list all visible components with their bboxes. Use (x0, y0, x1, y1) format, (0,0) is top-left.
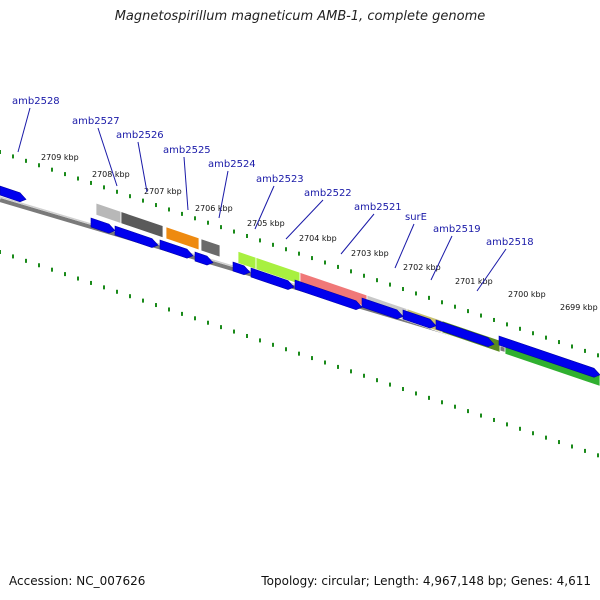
gene-arrow (114, 225, 159, 248)
gene-label: amb2525 (163, 145, 211, 156)
gene-label-connector (17, 107, 31, 153)
gene-label-connector (183, 156, 189, 211)
kbp-label: 2705 kbp (247, 219, 285, 228)
gene-label: amb2524 (208, 159, 256, 170)
kbp-label: 2704 kbp (299, 234, 337, 243)
gene-label-connector (476, 248, 507, 292)
gene-arrow (250, 267, 295, 290)
genome-summary-text: Topology: circular; Length: 4,967,148 bp… (261, 574, 591, 588)
gene-arrows (0, 185, 600, 378)
ortholog-block (200, 238, 221, 258)
map-title: Magnetospirillum magneticum AMB-1, compl… (114, 9, 486, 24)
kbp-label: 2709 kbp (41, 153, 79, 162)
ortholog-block (120, 210, 164, 239)
gene-label: amb2519 (433, 224, 481, 235)
gene-label-connector (430, 235, 453, 281)
gene-arrow (0, 185, 27, 203)
accession-text: Accession: NC_007626 (9, 574, 146, 588)
gene-label: amb2527 (72, 116, 120, 127)
gene-label-connector (218, 170, 229, 219)
kbp-label: 2701 kbp (455, 277, 493, 286)
gene-label-connector (254, 185, 275, 230)
gene-arrow (159, 239, 194, 259)
gene-arrow (232, 261, 251, 276)
kbp-labels: 2709 kbp 2708 kbp 2707 kbp 2706 kbp 2705 kbp… (41, 153, 598, 312)
ortholog-block (95, 202, 122, 225)
outer-tick-track (0, 150, 599, 358)
gene-label-connector (137, 141, 148, 193)
kbp-label: 2699 kbp (560, 303, 598, 312)
gene-arrow (435, 319, 495, 348)
gene-label-connector (285, 199, 324, 240)
gene-label-connector (97, 127, 118, 187)
kbp-label: 2700 kbp (508, 290, 546, 299)
gene-label: amb2518 (486, 237, 534, 248)
inner-tick-track (0, 250, 599, 458)
gene-label: surE (405, 212, 427, 223)
kbp-label: 2702 kbp (403, 263, 441, 272)
gene-arrow (361, 297, 404, 320)
gene-arrow (194, 251, 214, 266)
gene-arrow (294, 279, 363, 311)
gene-arrow (498, 335, 600, 378)
gene-label: amb2528 (12, 96, 60, 107)
gene-label: amb2522 (304, 188, 352, 199)
gene-label: amb2526 (116, 130, 164, 141)
gene-arrow (402, 309, 437, 329)
gene-label: amb2521 (354, 202, 402, 213)
gene-arrow (90, 217, 116, 234)
kbp-label: 2707 kbp (144, 187, 182, 196)
kbp-label: 2708 kbp (92, 170, 130, 179)
gene-label-connector (394, 223, 415, 269)
gene-label: amb2523 (256, 174, 304, 185)
kbp-label: 2703 kbp (351, 249, 389, 258)
gene-labels: amb2528amb2527amb2526amb2525amb2524amb25… (12, 96, 534, 292)
ortholog-block (165, 226, 200, 251)
gene-label-connector (340, 213, 375, 255)
kbp-label: 2706 kbp (195, 204, 233, 213)
